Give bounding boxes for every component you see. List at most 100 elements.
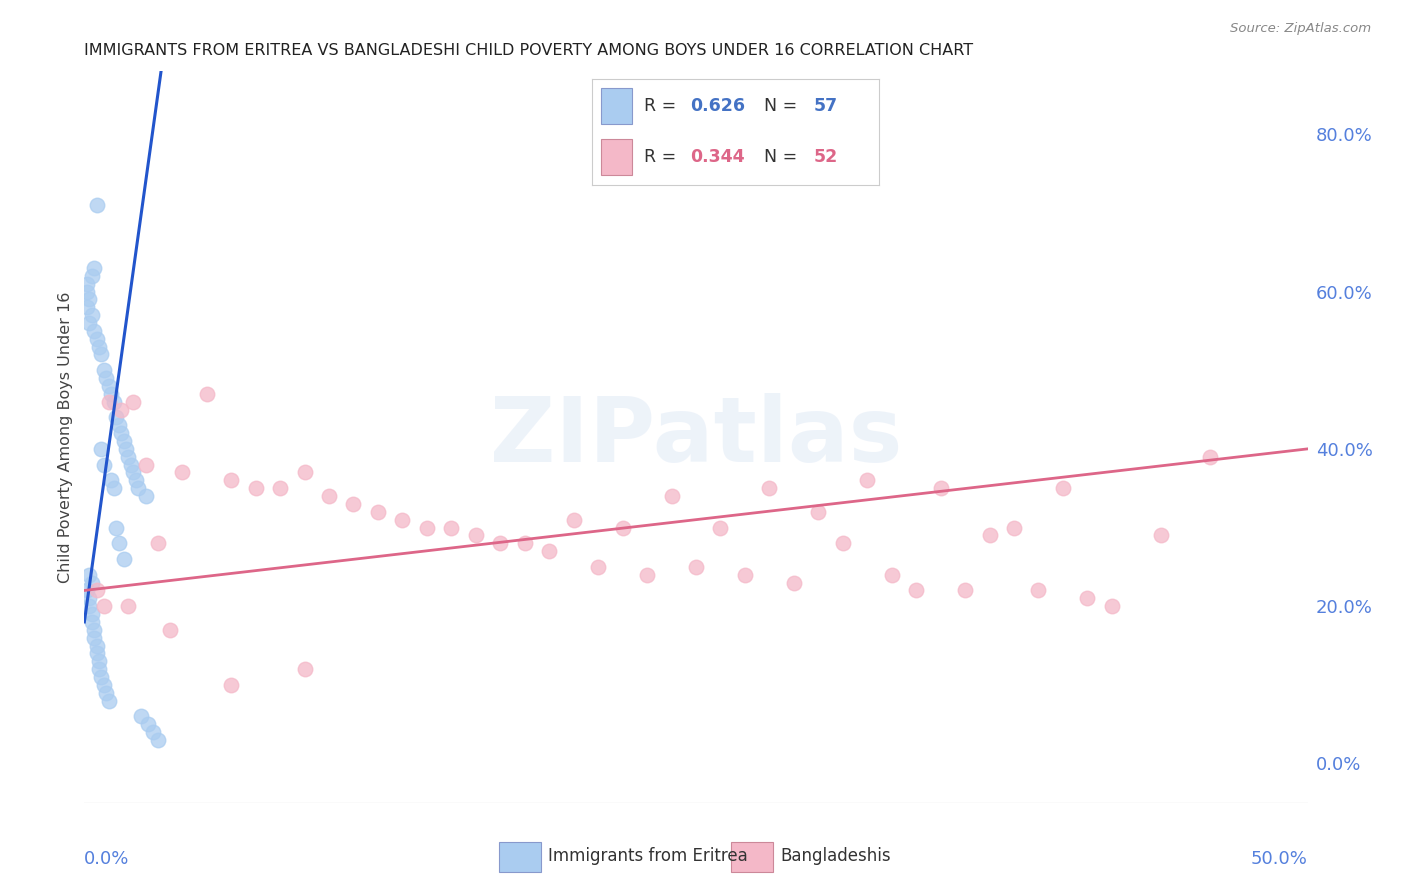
Point	[93, 678, 115, 692]
Point	[77, 316, 100, 330]
Point	[685, 559, 707, 574]
Point	[142, 725, 165, 739]
Text: ZIPatlas: ZIPatlas	[489, 393, 903, 481]
Point	[86, 639, 108, 653]
Point	[83, 260, 105, 275]
Point	[953, 583, 976, 598]
Point	[159, 623, 181, 637]
Point	[856, 473, 879, 487]
Point	[562, 513, 585, 527]
Point	[105, 410, 128, 425]
Point	[661, 489, 683, 503]
Point	[905, 583, 928, 598]
Point	[135, 458, 157, 472]
Point	[77, 591, 100, 606]
Point	[538, 544, 561, 558]
Point	[80, 575, 103, 590]
Point	[83, 324, 105, 338]
Point	[172, 466, 194, 480]
Point	[245, 481, 267, 495]
Point	[489, 536, 512, 550]
Point	[269, 481, 291, 495]
Point	[318, 489, 340, 503]
Point	[135, 489, 157, 503]
Point	[391, 513, 413, 527]
Point	[86, 198, 108, 212]
Point	[129, 709, 152, 723]
Point	[1198, 450, 1220, 464]
Point	[110, 402, 132, 417]
FancyBboxPatch shape	[499, 842, 541, 872]
Point	[1150, 528, 1173, 542]
Point	[93, 458, 115, 472]
Point	[219, 473, 242, 487]
Point	[107, 536, 129, 550]
Point	[103, 481, 125, 495]
Point	[80, 607, 103, 621]
Point	[93, 599, 115, 614]
Point	[107, 418, 129, 433]
Point	[93, 363, 115, 377]
Point	[136, 717, 159, 731]
Point	[1028, 583, 1050, 598]
Point	[586, 559, 609, 574]
Point	[758, 481, 780, 495]
Point	[80, 615, 103, 629]
Point	[87, 340, 110, 354]
Point	[97, 693, 120, 707]
Point	[86, 332, 108, 346]
Point	[103, 394, 125, 409]
Point	[96, 686, 118, 700]
Point	[100, 473, 122, 487]
Text: IMMIGRANTS FROM ERITREA VS BANGLADESHI CHILD POVERTY AMONG BOYS UNDER 16 CORRELA: IMMIGRANTS FROM ERITREA VS BANGLADESHI C…	[84, 43, 973, 58]
Point	[342, 497, 364, 511]
Point	[1076, 591, 1098, 606]
Point	[464, 528, 486, 542]
Point	[440, 520, 463, 534]
Text: Immigrants from Eritrea: Immigrants from Eritrea	[548, 847, 748, 865]
Point	[77, 293, 100, 307]
Point	[929, 481, 952, 495]
Point	[86, 646, 108, 660]
Text: Bangladeshis: Bangladeshis	[780, 847, 891, 865]
Text: 0.0%: 0.0%	[84, 850, 129, 868]
Point	[90, 347, 112, 361]
Point	[783, 575, 806, 590]
Point	[112, 434, 135, 448]
Point	[612, 520, 634, 534]
Point	[112, 552, 135, 566]
Point	[146, 536, 169, 550]
Point	[97, 394, 120, 409]
FancyBboxPatch shape	[731, 842, 773, 872]
Point	[76, 301, 98, 315]
Point	[125, 473, 148, 487]
Point	[115, 442, 138, 456]
Y-axis label: Child Poverty Among Boys Under 16: Child Poverty Among Boys Under 16	[58, 292, 73, 582]
Point	[76, 285, 98, 299]
Point	[76, 583, 98, 598]
Point	[807, 505, 830, 519]
Point	[734, 567, 756, 582]
Point	[219, 678, 242, 692]
Point	[100, 387, 122, 401]
Point	[416, 520, 439, 534]
Point	[146, 732, 169, 747]
Point	[77, 567, 100, 582]
Point	[122, 394, 145, 409]
Point	[87, 654, 110, 668]
Point	[77, 599, 100, 614]
Point	[90, 670, 112, 684]
Point	[105, 520, 128, 534]
Point	[97, 379, 120, 393]
Point	[122, 466, 145, 480]
Point	[83, 631, 105, 645]
Point	[1101, 599, 1123, 614]
Point	[709, 520, 731, 534]
Point	[1002, 520, 1025, 534]
Point	[513, 536, 536, 550]
Point	[87, 662, 110, 676]
Point	[80, 268, 103, 283]
Point	[367, 505, 389, 519]
Point	[117, 599, 139, 614]
Point	[80, 308, 103, 322]
